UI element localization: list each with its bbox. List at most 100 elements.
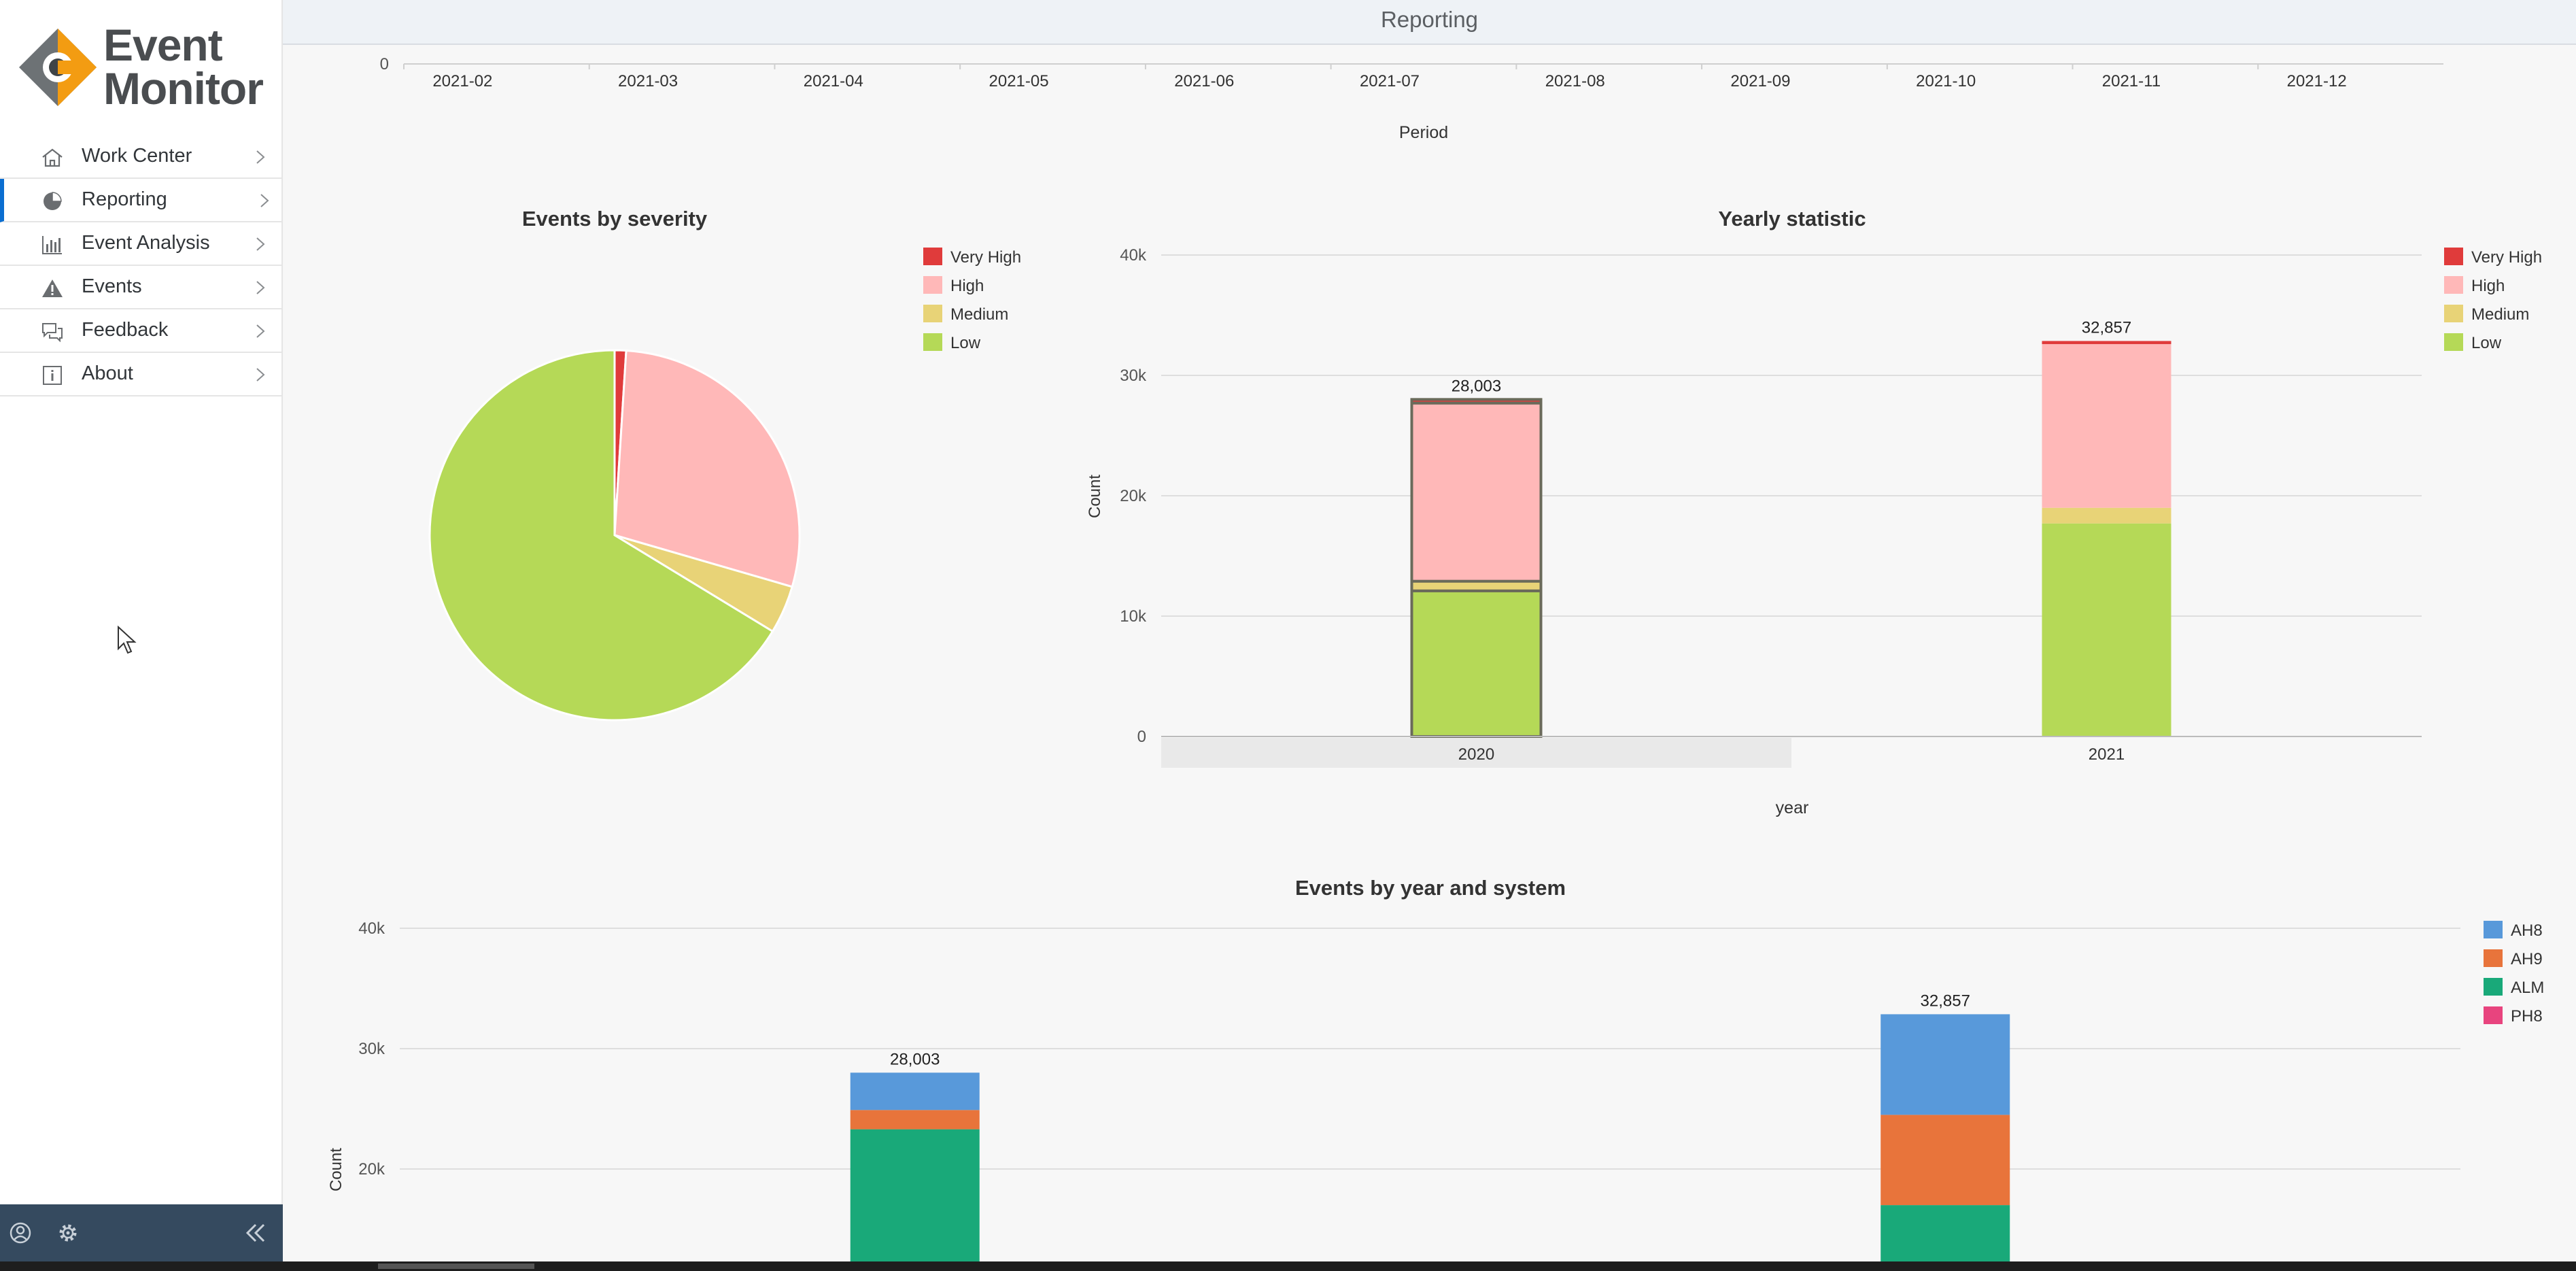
chevron-right-icon (256, 281, 265, 294)
period-chart: 0 2021-02 2021-03 2021-04 2021-05 2021-06 2021… (380, 55, 2443, 142)
legend-swatch (2444, 248, 2463, 265)
legend-swatch (2484, 1006, 2503, 1024)
chevron-right-icon (256, 150, 265, 164)
y-tick-label: 0 (1137, 728, 1146, 746)
legend-label: Medium (950, 305, 1008, 324)
x-tick-label: 2021-05 (989, 72, 1049, 90)
warning-icon (42, 279, 63, 297)
sidebar: Event Monitor Work Center Reporting (0, 0, 283, 1271)
sidebar-item-label: Reporting (82, 188, 167, 210)
bar-segment-ah9 (1881, 1115, 2010, 1206)
mouse-pointer-icon (118, 626, 137, 654)
horizontal-scrollbar[interactable] (0, 1261, 2576, 1271)
bar-segment-ah9 (850, 1110, 980, 1130)
legend-swatch (2484, 978, 2503, 996)
legend-swatch (923, 305, 942, 322)
legend-swatch (2444, 333, 2463, 351)
chevron-right-icon (256, 324, 265, 338)
y-axis-label: Count (1086, 475, 1104, 518)
sidebar-item-reporting[interactable]: Reporting (0, 179, 283, 222)
legend-label: ALM (2511, 979, 2544, 997)
y-axis-label: Count (327, 1148, 345, 1191)
pie-slice-high (613, 349, 801, 588)
scrollbar-thumb[interactable] (378, 1264, 534, 1269)
x-tick-label: 2021 (2089, 745, 2125, 764)
sidebar-item-event-analysis[interactable]: Event Analysis (0, 222, 283, 266)
legend-label: PH8 (2511, 1007, 2543, 1026)
collapse-icon[interactable] (242, 1219, 269, 1247)
x-tick-label: 2021-03 (618, 72, 678, 90)
bar-segment-high (1410, 401, 1543, 583)
sidebar-item-feedback[interactable]: Feedback (0, 309, 283, 353)
x-tick-label: 2021-07 (1360, 72, 1420, 90)
bar-segment-low (1410, 589, 1543, 739)
legend-swatch (923, 333, 942, 351)
bar-segment-ah8 (1881, 1014, 2010, 1115)
sidebar-item-label: Feedback (82, 319, 169, 341)
page-title: Reporting (1380, 7, 1479, 32)
app-name: Event Monitor (103, 22, 264, 114)
sidebar-item-label: Events (82, 275, 142, 297)
chevron-right-icon (256, 237, 265, 251)
chevron-right-icon (256, 368, 265, 382)
x-tick-label: 2021-08 (1545, 72, 1605, 90)
bar-total-label: 28,003 (1452, 377, 1501, 395)
x-axis-label: Period (1399, 123, 1448, 142)
sidebar-nav: Work Center Reporting Event Analysis (0, 135, 283, 396)
settings-icon[interactable] (54, 1219, 82, 1247)
x-tick-label: 2021-09 (1730, 72, 1790, 90)
legend-label: AH9 (2511, 950, 2543, 968)
category-highlight (1161, 738, 1791, 768)
bar-segment-very-high (2042, 341, 2171, 344)
sidebar-item-work-center[interactable]: Work Center (0, 135, 283, 179)
legend-swatch (2444, 276, 2463, 294)
logo-mark-icon (19, 29, 97, 106)
bar-total-label: 32,857 (1921, 992, 1970, 1010)
user-icon[interactable] (7, 1219, 34, 1247)
chart-title: Events by year and system (1295, 876, 1566, 900)
bar-segment-ah8 (850, 1072, 980, 1111)
x-axis-label: year (1776, 798, 1809, 817)
bar-segment-high (2042, 343, 2171, 508)
app-name-line2: Monitor (103, 63, 264, 114)
legend-label: Low (950, 334, 981, 352)
x-tick-label: 2021-04 (804, 72, 863, 90)
x-tick-label: 2020 (1458, 745, 1494, 764)
y-tick-label: 30k (1120, 367, 1147, 385)
events-by-year-and-system-chart: Events by year and system 20k 30k 40k Count 2… (327, 876, 2544, 1261)
home-icon (42, 148, 63, 167)
legend-label: High (950, 277, 984, 295)
y-tick-label: 40k (358, 919, 385, 938)
pie-slice-low (428, 349, 774, 722)
x-tick-label: 2021-02 (432, 72, 492, 90)
bar-chart-icon (42, 236, 62, 254)
bar-segment-medium (2042, 507, 2171, 524)
x-tick-label: 2021-12 (2287, 72, 2347, 90)
y-tick-label: 20k (1120, 487, 1147, 505)
x-tick-label: 2021-10 (1916, 72, 1976, 90)
x-tick-label: 2021-06 (1174, 72, 1234, 90)
bar-segment-alm (1881, 1205, 2010, 1261)
sidebar-item-about[interactable]: About (0, 353, 283, 396)
chevron-right-icon (260, 194, 269, 207)
app-logo[interactable]: Event Monitor (18, 22, 269, 114)
legend-swatch (923, 248, 942, 265)
sidebar-item-events[interactable]: Events (0, 266, 283, 309)
legend-label: Very High (950, 248, 1021, 267)
legend-swatch (2484, 949, 2503, 967)
chart-title: Yearly statistic (1718, 207, 1866, 231)
chart-title: Events by severity (522, 207, 708, 231)
bar-segment-low (2042, 523, 2171, 736)
legend-label: Low (2471, 334, 2502, 352)
x-tick-label: 2021-11 (2102, 72, 2161, 90)
legend-label: Medium (2471, 305, 2529, 324)
sidebar-item-label: About (82, 362, 133, 384)
bar-segment-medium (1410, 579, 1543, 592)
y-tick-label: 0 (380, 55, 389, 73)
page-header: Reporting (283, 0, 2576, 45)
info-icon (43, 366, 62, 385)
feedback-icon (42, 323, 63, 342)
legend-swatch (923, 276, 942, 294)
sidebar-footer (0, 1204, 283, 1261)
sidebar-item-label: Event Analysis (82, 232, 210, 254)
